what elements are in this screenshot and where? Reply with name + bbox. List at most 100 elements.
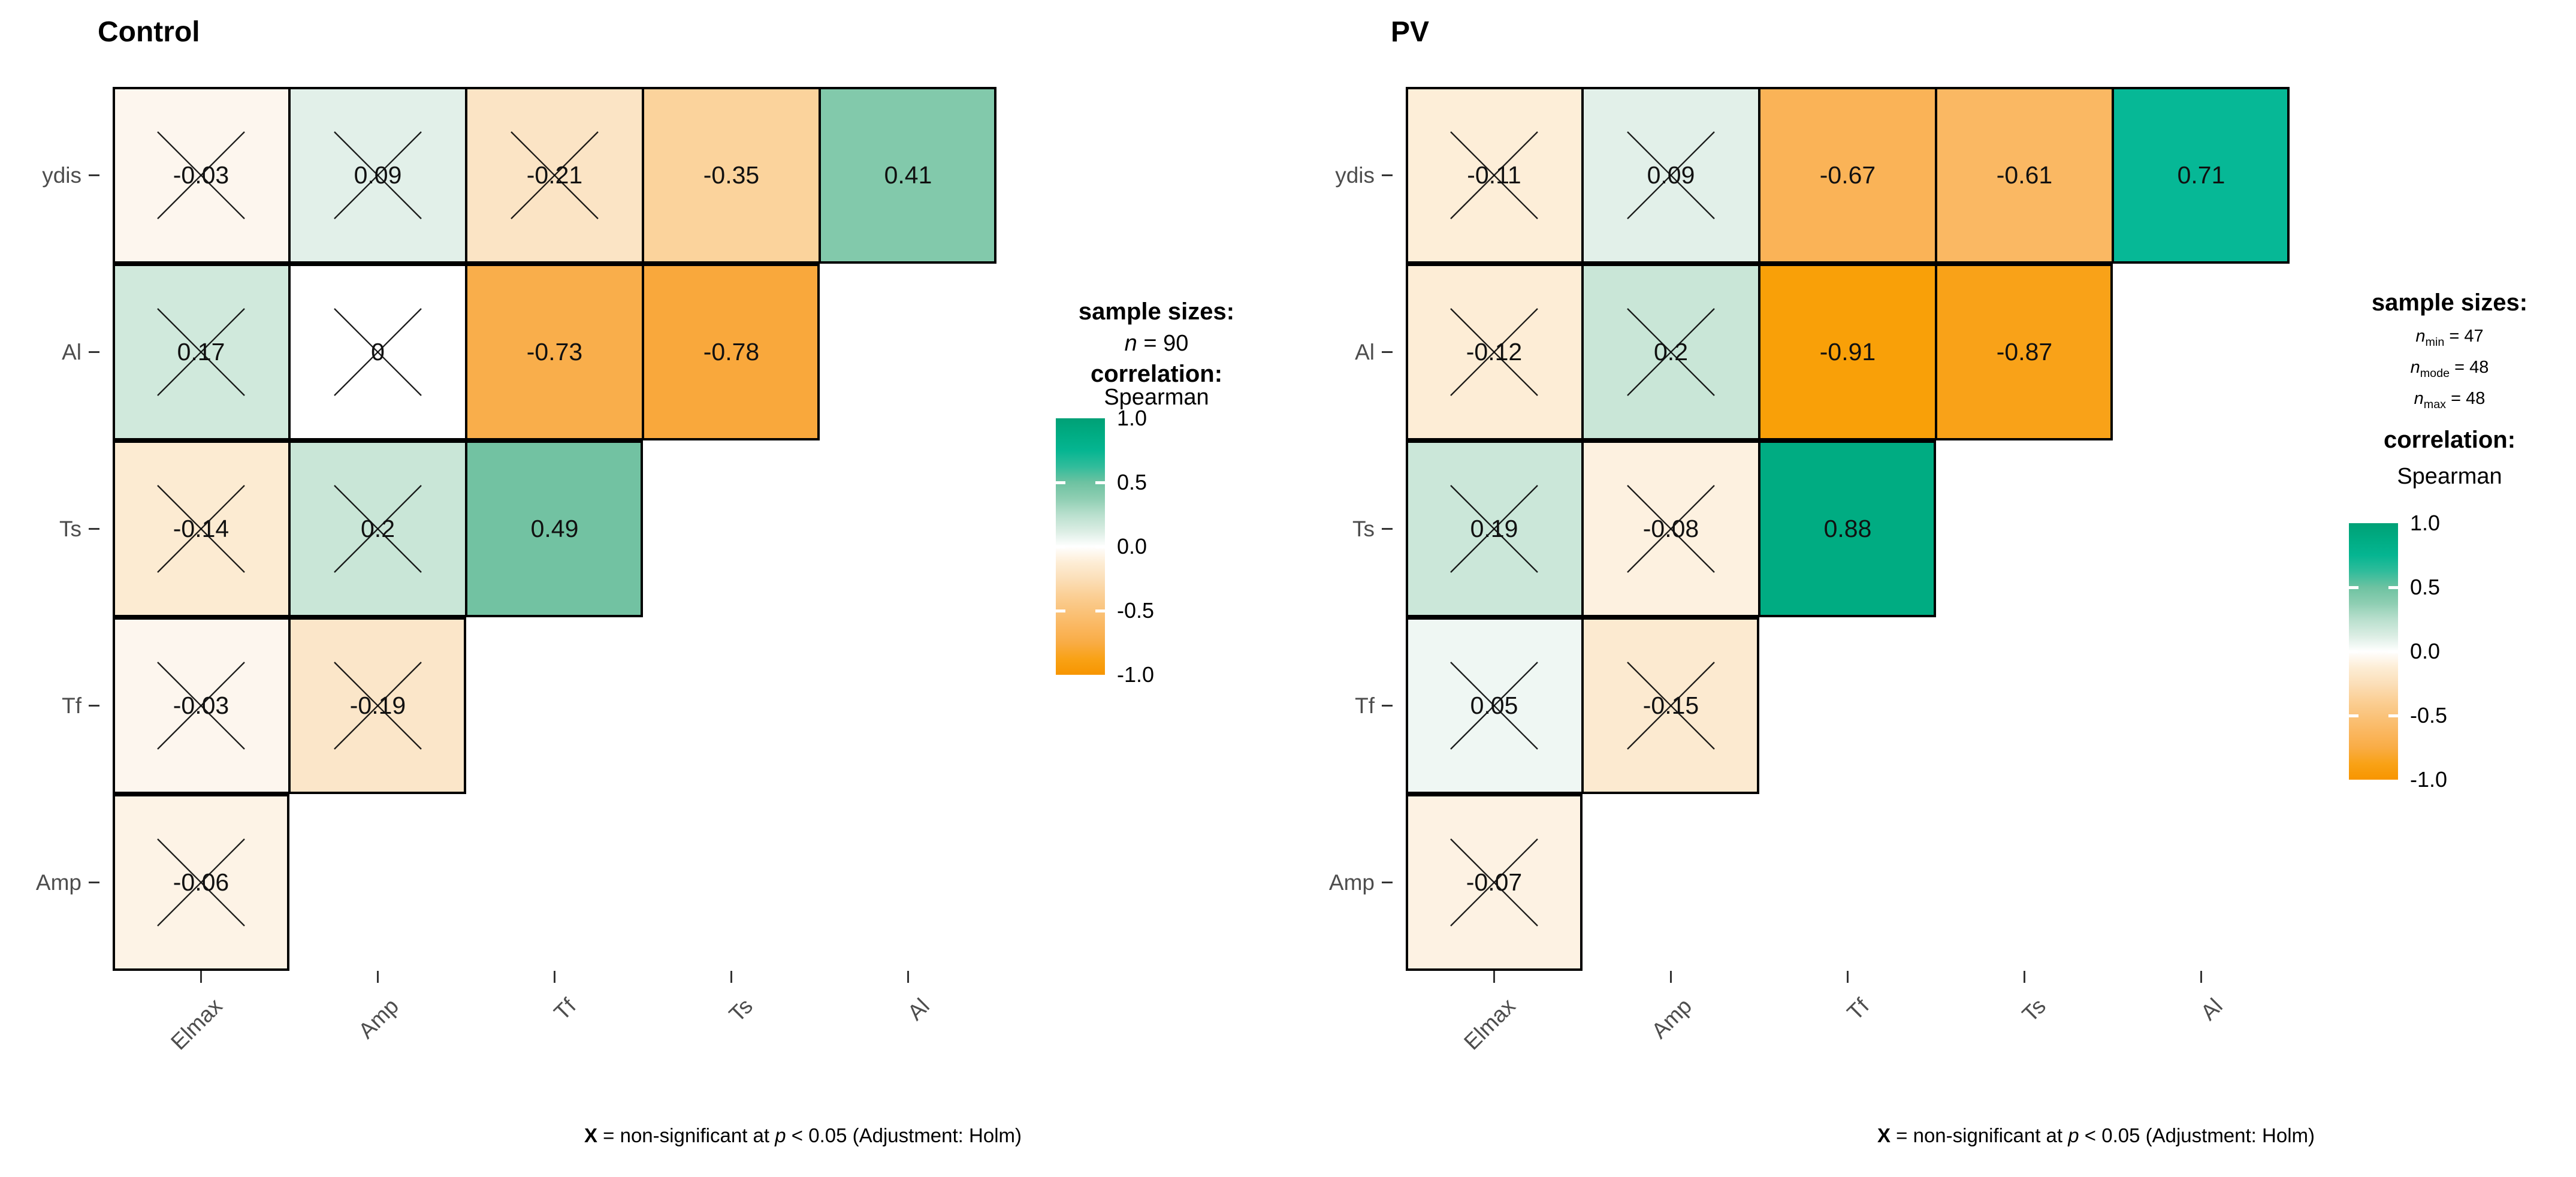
cell-value: 0 — [371, 338, 385, 366]
non-significant-cross-icon — [1450, 838, 1538, 926]
matrix-cell: -0.11 — [1406, 87, 1583, 264]
y-axis-tick — [1382, 882, 1393, 883]
colorbar-notch — [2388, 714, 2398, 717]
colorbar — [2349, 523, 2398, 780]
matrix-cell: 0.88 — [1759, 440, 1936, 617]
matrix-cell: 0 — [289, 264, 466, 440]
cell-value: 0.05 — [1470, 692, 1518, 719]
matrix-cell: -0.08 — [1583, 440, 1759, 617]
sample-size-subscript: max — [2423, 397, 2447, 411]
non-significant-cross-icon — [1627, 485, 1715, 573]
legend-sample-size-line: nmode = 48 — [2312, 358, 2576, 381]
non-significant-cross-icon — [157, 485, 245, 573]
y-axis-label: ydis — [1335, 162, 1375, 188]
y-axis-tick — [89, 528, 99, 530]
caption: X = non-significant at p < 0.05 (Adjustm… — [1293, 1124, 2576, 1147]
legend-method: Spearman — [2397, 464, 2502, 489]
y-axis-tick — [89, 351, 99, 353]
x-axis-label: Al — [2196, 994, 2227, 1025]
x-axis-tick — [730, 971, 732, 983]
matrix-cell: -0.78 — [643, 264, 820, 440]
x-axis-tick — [2024, 971, 2025, 983]
panel-title: PV — [1391, 16, 1430, 48]
y-axis-tick — [1382, 174, 1393, 176]
non-significant-cross-icon — [1450, 131, 1538, 219]
colorbar-notch — [2349, 714, 2358, 717]
caption-segment: p — [2068, 1124, 2079, 1146]
cell-value: 0.09 — [354, 161, 402, 189]
cell-value: -0.15 — [1642, 692, 1699, 719]
matrix-cell: -0.35 — [643, 87, 820, 264]
matrix-cell: -0.87 — [1936, 264, 2113, 440]
matrix-cell: -0.15 — [1583, 617, 1759, 794]
matrix-cell: -0.67 — [1759, 87, 1936, 264]
colorbar — [1056, 418, 1105, 675]
cell-value: -0.19 — [349, 692, 406, 719]
sample-size-value: = 48 — [2450, 358, 2489, 377]
cell-value: -0.08 — [1642, 515, 1699, 542]
non-significant-cross-icon — [1450, 308, 1538, 396]
legend-correlation-title: correlation: — [1090, 361, 1223, 387]
y-axis-label: Amp — [1328, 870, 1375, 895]
caption-segment: < 0.05 (Adjustment: Holm) — [786, 1124, 1022, 1146]
non-significant-cross-icon — [1450, 485, 1538, 573]
matrix-cell: -0.91 — [1759, 264, 1936, 440]
y-axis-label: Ts — [59, 516, 81, 541]
colorbar-tick-label: 1.0 — [2410, 511, 2441, 535]
matrix-cell: -0.06 — [113, 794, 289, 971]
sample-size-symbol: n — [2414, 389, 2424, 408]
colorbar-notch — [2349, 650, 2358, 653]
x-axis-label: Ts — [724, 994, 757, 1027]
colorbar-notch — [2388, 586, 2398, 589]
matrix-cell: -0.73 — [466, 264, 643, 440]
cell-value: 0.71 — [2177, 161, 2225, 189]
matrix-cell: -0.07 — [1406, 794, 1583, 971]
colorbar-tick-label: -0.5 — [2410, 703, 2448, 728]
colorbar-notch — [1056, 545, 1065, 548]
y-axis-tick — [89, 174, 99, 176]
y-axis-label: Amp — [35, 870, 81, 895]
cell-value: 0.2 — [361, 515, 395, 542]
non-significant-cross-icon — [1450, 662, 1538, 750]
matrix-cell: -0.03 — [113, 617, 289, 794]
y-axis-label: Al — [1355, 339, 1375, 364]
legend-sample-size-line: n = 90 — [1019, 331, 1294, 357]
sample-size-symbol: n — [1124, 331, 1137, 356]
colorbar-tick-label: 1.0 — [1117, 406, 1147, 430]
sample-size-subscript: mode — [2420, 366, 2450, 380]
cell-value: 0.49 — [530, 515, 579, 542]
matrix-cell: -0.21 — [466, 87, 643, 264]
x-axis-tick — [554, 971, 555, 983]
panel-pv: PV -0.11 0.09 -0.67 -0.61 0.71 -0.12 0.2 -0.91 -0… — [1293, 0, 2576, 1177]
cell-value: -0.03 — [173, 161, 229, 189]
cell-value: -0.07 — [1466, 868, 1523, 896]
cell-value: -0.03 — [173, 692, 229, 719]
caption-segment: = non-significant at — [597, 1124, 775, 1146]
x-axis-label: Elmax — [1458, 994, 1520, 1055]
matrix-cell: -0.61 — [1936, 87, 2113, 264]
colorbar-notch — [1095, 481, 1105, 484]
cell-value: -0.06 — [173, 868, 229, 896]
matrix-cell: -0.19 — [289, 617, 466, 794]
x-axis-label: Tf — [549, 994, 581, 1025]
matrix-cell: 0.41 — [820, 87, 996, 264]
legend-sample-sizes-title: sample sizes: — [2371, 289, 2528, 316]
caption-segment: X — [584, 1124, 597, 1146]
x-axis-label: Tf — [1842, 994, 1874, 1025]
x-axis-label: Amp — [354, 994, 404, 1043]
non-significant-cross-icon — [334, 131, 422, 219]
caption-segment: < 0.05 (Adjustment: Holm) — [2079, 1124, 2315, 1146]
non-significant-cross-icon — [511, 131, 599, 219]
caption: X = non-significant at p < 0.05 (Adjustm… — [0, 1124, 1606, 1147]
x-axis-label: Elmax — [165, 994, 227, 1055]
caption-segment: p — [775, 1124, 786, 1146]
matrix-cell: 0.71 — [2113, 87, 2290, 264]
x-axis-tick — [200, 971, 202, 983]
sample-size-value: = 90 — [1137, 331, 1189, 356]
caption-segment: X — [1877, 1124, 1891, 1146]
cell-value: -0.78 — [703, 338, 760, 366]
x-axis-label: Ts — [2017, 994, 2050, 1027]
colorbar-tick-label: -0.5 — [1117, 598, 1155, 623]
cell-value: -0.67 — [1819, 161, 1876, 189]
